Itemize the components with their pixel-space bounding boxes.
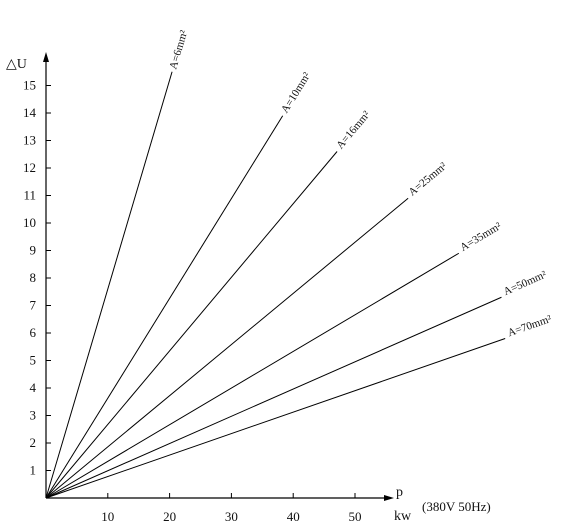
y-tick-label: 11 (23, 188, 36, 203)
series-line (45, 252, 460, 499)
series-line (45, 115, 284, 499)
y-tick-label: 6 (30, 325, 37, 340)
series-line (45, 71, 173, 499)
y-tick-label: 1 (30, 463, 37, 478)
x-axis-label-bottom: kw (394, 509, 412, 524)
x-tick-label: 30 (225, 509, 238, 524)
y-axis-arrow (43, 52, 49, 62)
x-ticks: 10 20 30 40 50 (101, 493, 362, 524)
series-label: A=35mm² (458, 220, 504, 254)
series-label: A=10mm² (279, 70, 314, 116)
y-tick-label: 5 (30, 353, 37, 368)
y-tick-label: 3 (30, 408, 37, 423)
x-axis-label-top: p (396, 485, 403, 500)
x-tick-label: 50 (349, 509, 362, 524)
series-label: A=70mm² (506, 313, 554, 340)
y-tick-label: 10 (23, 215, 36, 230)
series-line (45, 338, 506, 499)
x-tick-label: 20 (163, 509, 176, 524)
series-label: A=6mm² (167, 28, 190, 70)
y-tick-label: 14 (23, 105, 37, 120)
series-label: A=50mm² (502, 268, 549, 298)
series-line (45, 197, 409, 499)
series-label: A=25mm² (406, 160, 449, 199)
axes (43, 52, 394, 501)
y-tick-label: 12 (23, 160, 36, 175)
y-tick-label: 8 (30, 270, 37, 285)
x-axis-arrow (384, 495, 394, 501)
series-line (45, 296, 502, 499)
y-axis-label: △U (6, 57, 27, 72)
y-tick-label: 9 (30, 243, 37, 258)
series-lines (45, 71, 506, 499)
y-tick-label: 13 (23, 133, 36, 148)
y-tick-label: 7 (30, 298, 37, 313)
x-tick-label: 10 (101, 509, 114, 524)
voltage-frequency-note: (380V 50Hz) (422, 499, 491, 514)
x-tick-label: 40 (287, 509, 300, 524)
y-tick-label: 2 (30, 435, 37, 450)
series-labels: A=6mm² A=10mm² A=16mm² A=25mm² A=35mm² A=50mm… (167, 28, 553, 339)
y-tick-label: 15 (23, 78, 36, 93)
y-tick-label: 4 (30, 380, 37, 395)
series-label: A=16mm² (334, 108, 373, 151)
series-line (45, 151, 338, 499)
